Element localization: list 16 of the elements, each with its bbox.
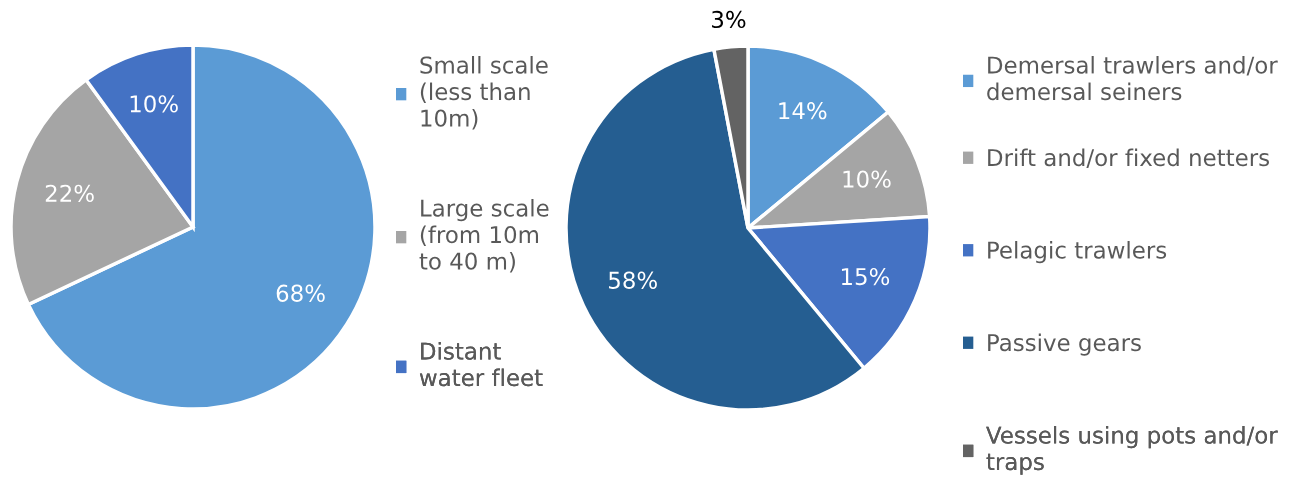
data-label: 22% [45,184,94,202]
data-label: 15% [841,267,890,286]
legend-label: Large scale (from 10m to 40 m) [419,199,549,273]
data-label: 58% [609,271,657,289]
legend-label: Vessels using pots and/or traps [986,426,1278,475]
legend-label: Small scale (less than 10m) [420,56,548,130]
data-label: 10% [843,170,891,188]
legend-label: Demersal trawlers and/or demersal seiners [987,56,1278,101]
legend-label: Passive gears [988,333,1141,356]
data-label: 10% [130,95,178,113]
legend-label: Drift and/or fixed netters [988,148,1269,169]
data-label: 68% [276,284,325,302]
data-label: 14% [779,102,827,120]
legend-label: Pelagic trawlers [988,241,1167,264]
legend-label: Distant water fleet [419,342,543,387]
data-label: 3% [712,10,746,29]
